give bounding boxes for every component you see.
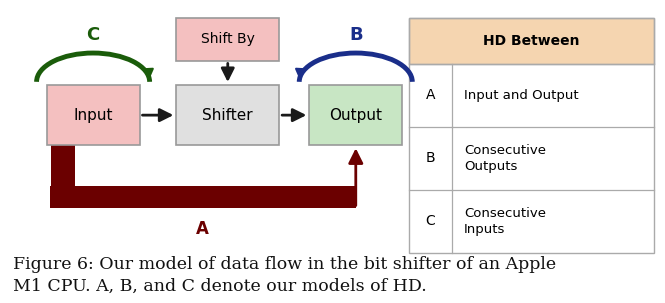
Text: B: B	[426, 152, 435, 165]
Text: Input and Output: Input and Output	[464, 89, 579, 102]
Text: Consecutive
Inputs: Consecutive Inputs	[464, 207, 546, 236]
FancyBboxPatch shape	[309, 85, 402, 145]
Text: Input: Input	[73, 108, 113, 123]
FancyBboxPatch shape	[51, 145, 75, 208]
Text: B: B	[349, 26, 362, 44]
Text: C: C	[426, 215, 436, 228]
FancyBboxPatch shape	[176, 85, 279, 145]
Text: Output: Output	[329, 108, 382, 123]
FancyBboxPatch shape	[50, 185, 356, 208]
Text: C: C	[86, 26, 100, 44]
Text: Consecutive
Outputs: Consecutive Outputs	[464, 144, 546, 173]
FancyBboxPatch shape	[176, 18, 279, 61]
Text: HD Between: HD Between	[483, 34, 580, 48]
Text: A: A	[426, 88, 435, 102]
FancyBboxPatch shape	[47, 85, 140, 145]
Text: A: A	[196, 221, 209, 238]
FancyBboxPatch shape	[409, 18, 654, 64]
Text: Shift By: Shift By	[201, 32, 255, 46]
Text: Shifter: Shifter	[202, 108, 253, 123]
Text: Figure 6: Our model of data flow in the bit shifter of an Apple
M1 CPU. A, B, an: Figure 6: Our model of data flow in the …	[13, 256, 557, 295]
